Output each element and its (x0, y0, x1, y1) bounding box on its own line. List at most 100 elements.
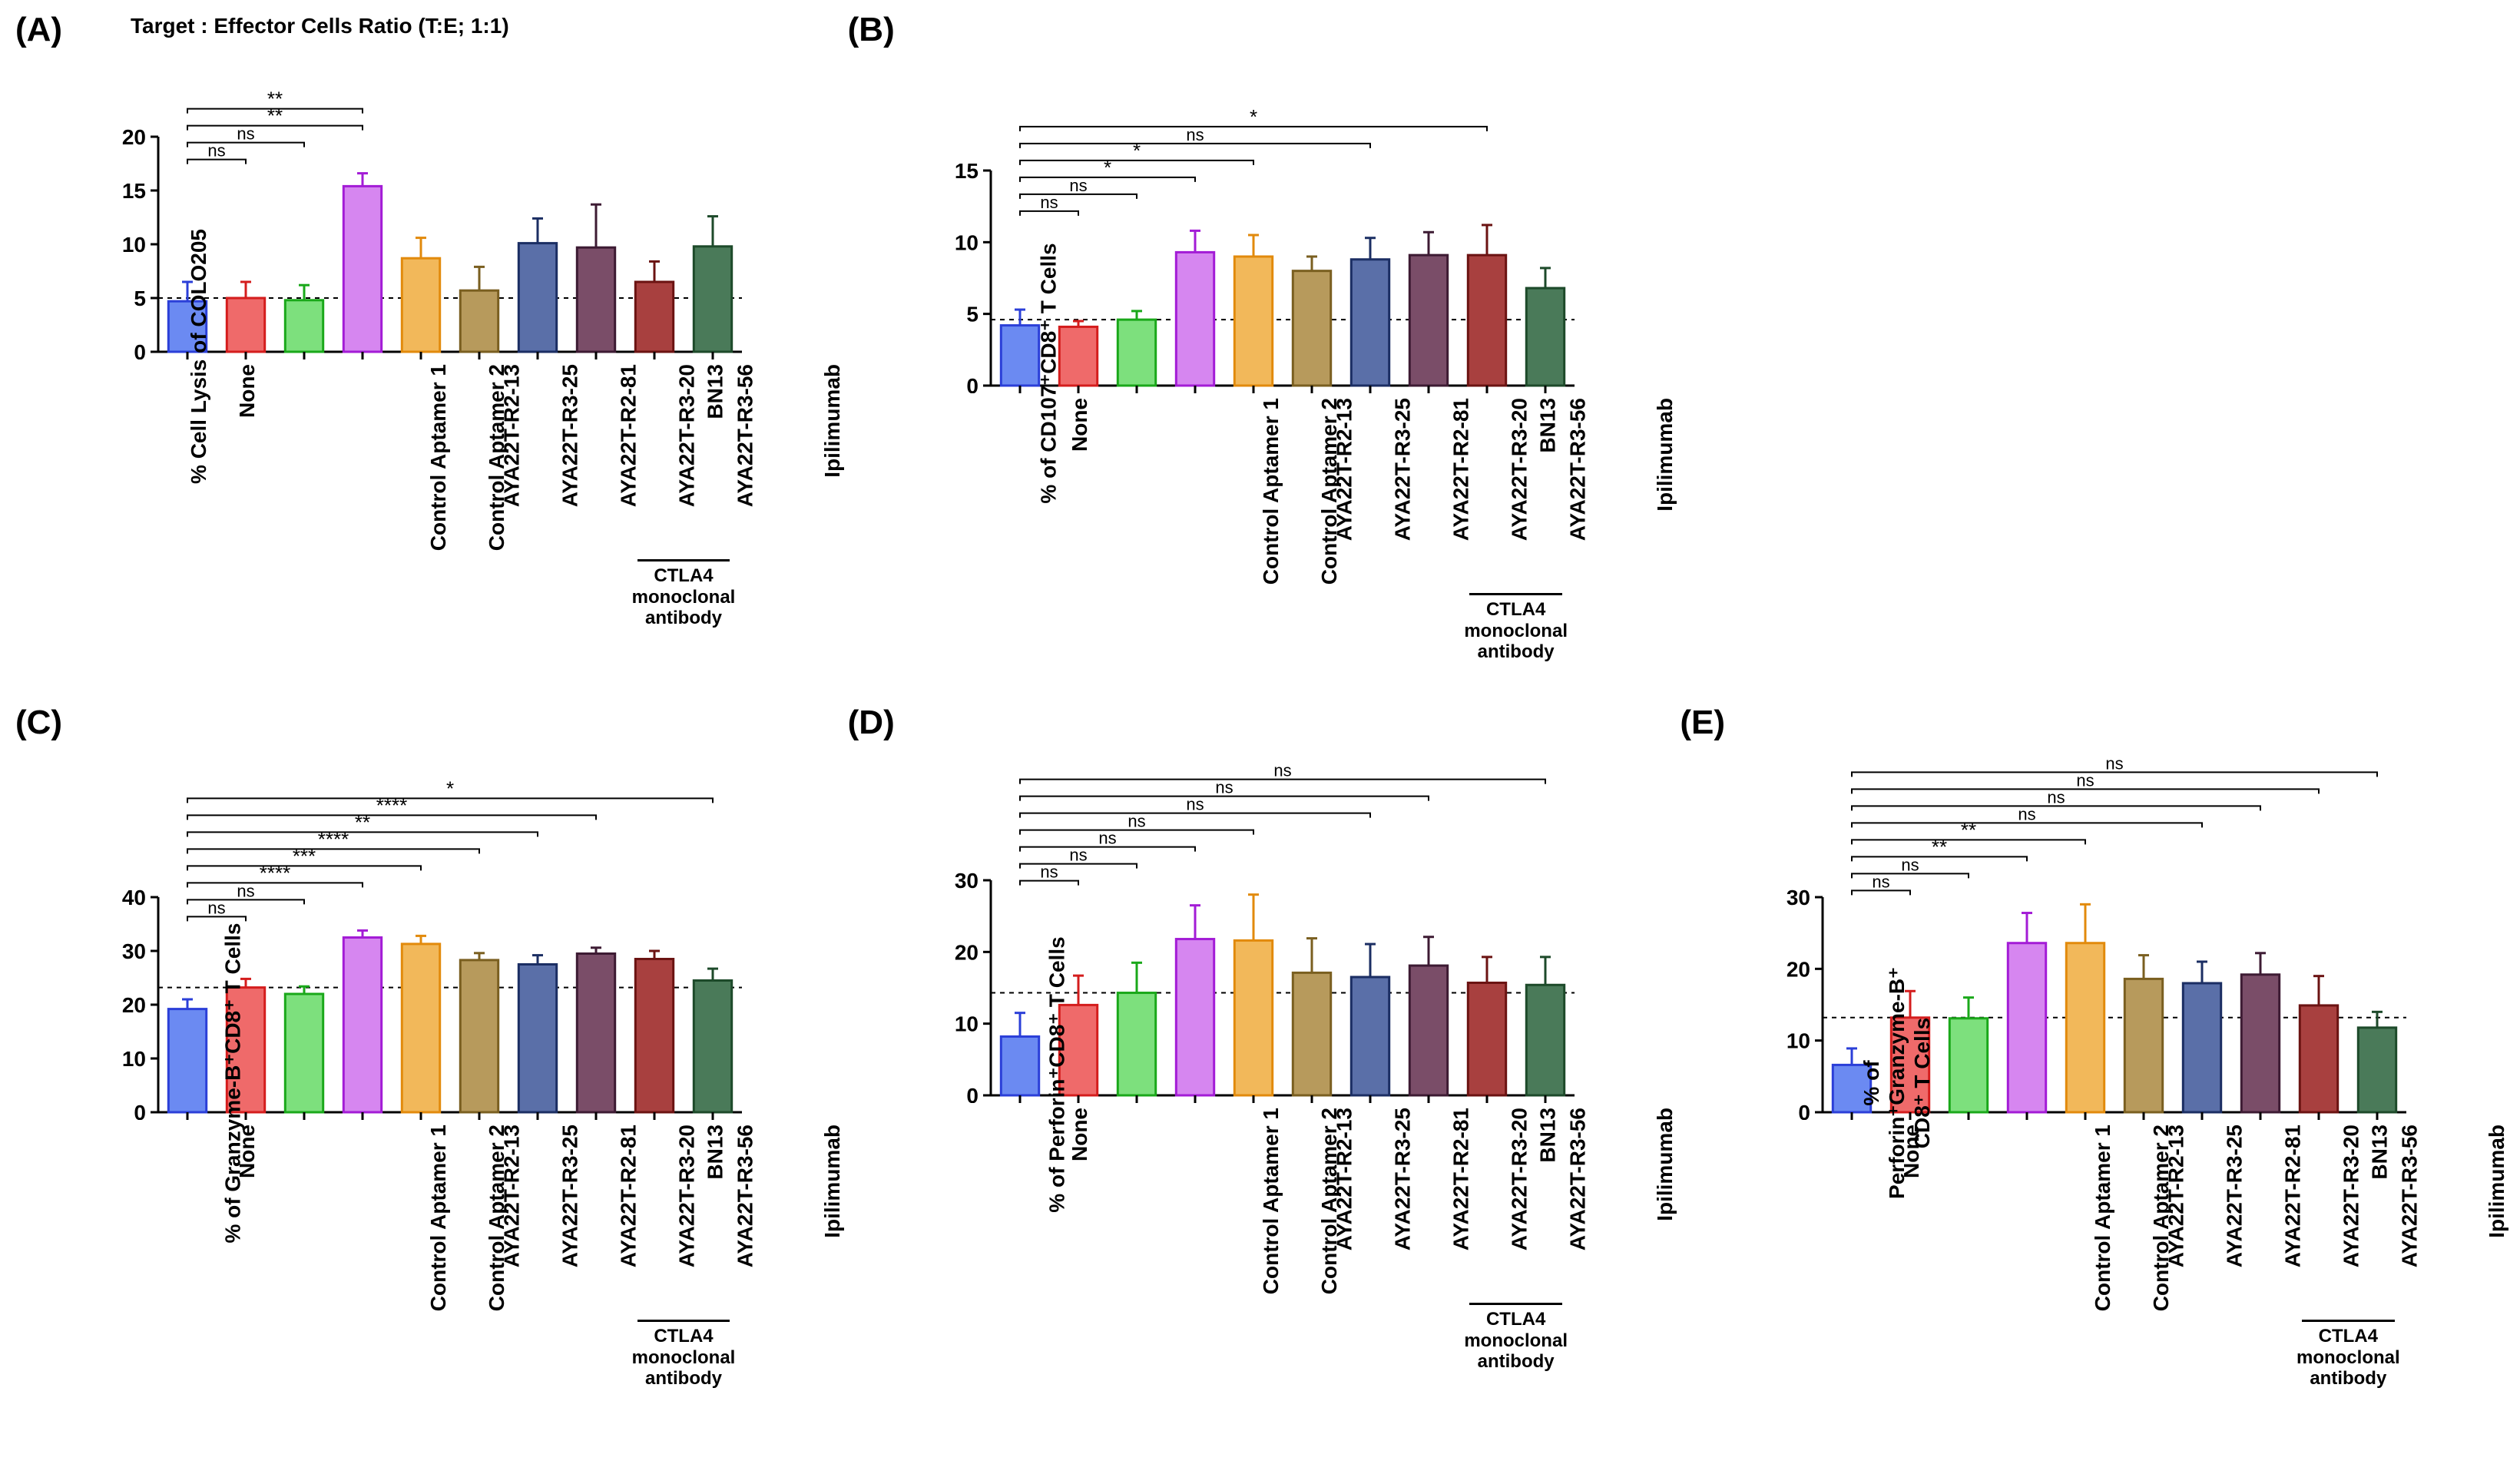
y-tick-label: 20 (122, 125, 146, 149)
mab-bracket-line (1469, 1303, 1561, 1305)
y-tick-label: 15 (955, 159, 979, 183)
x-axis-label: AYA22T-R2-81 (1449, 1108, 1473, 1250)
bar (1234, 940, 1272, 1095)
x-axis-label: AYA22T-R3-20 (1507, 398, 1532, 541)
bar (1409, 966, 1447, 1095)
y-axis-label-B: % of CD107⁺CD8⁺ T Cells (1035, 204, 1061, 543)
chart-C: 010203040nsns****************** (115, 739, 750, 1120)
sig-label: * (1104, 156, 1111, 179)
sig-label: **** (260, 861, 290, 884)
bar (1001, 326, 1038, 386)
panel-E: (E)% ofPerforin⁺Granzyme-B⁺CD8⁺ T Cells0… (1687, 708, 2497, 1427)
bar (635, 282, 673, 352)
bar (1526, 985, 1564, 1095)
panel-letter-C: (C) (15, 704, 62, 742)
y-tick-label: 10 (122, 233, 146, 257)
x-axis-label: BN13 (704, 1125, 728, 1180)
x-axis-label: None (1899, 1125, 1924, 1178)
x-axis-label: Control Aptamer 1 (2091, 1125, 2116, 1311)
x-axis-label: Control Aptamer 1 (426, 1125, 451, 1311)
x-axis-label: AYA22T-R2-13 (1332, 1108, 1356, 1250)
y-axis-label-C: % of Granzyme-B⁺CD8⁺ T Cells (220, 896, 246, 1270)
sig-label: ns (1215, 778, 1233, 797)
x-axis-label: AYA22T-R3-56 (1565, 1108, 1590, 1250)
x-axis-label: Ipilimumab (1652, 1108, 1677, 1221)
y-axis-label-E: % ofPerforin⁺Granzyme-B⁺CD8⁺ T Cells (1859, 896, 1935, 1270)
x-axis-label: AYA22T-R3-25 (558, 1125, 582, 1267)
plot-wrap-D: % of Perforin⁺CD8⁺ T Cells0102030nsnsnsn… (948, 739, 1665, 1410)
empty-cell (1687, 15, 2497, 701)
mab-bracket-line (637, 1320, 730, 1322)
bar (460, 960, 498, 1112)
sig-label: **** (376, 793, 407, 817)
bar (635, 959, 673, 1113)
bar (518, 965, 556, 1113)
x-axis-label: AYA22T-R3-25 (1390, 1108, 1415, 1250)
bar (2125, 979, 2163, 1112)
x-axis-label: Control Aptamer 1 (1259, 1108, 1283, 1294)
sig-label: ns (1040, 863, 1058, 882)
bar (577, 954, 614, 1113)
bar (1526, 288, 1564, 386)
bar (227, 298, 264, 352)
y-tick-label: 20 (122, 993, 146, 1017)
bar (402, 258, 439, 352)
y-tick-label: 0 (134, 340, 146, 359)
x-axis-label: BN13 (704, 364, 728, 419)
x-axis-label: Control Aptamer 1 (1259, 398, 1283, 585)
bar (1118, 320, 1155, 386)
x-axis-label: Ipilimumab (820, 1125, 845, 1238)
y-tick-label: 0 (966, 1084, 979, 1103)
plot-wrap-A: % Cell Lysis of COLO20505101520nsns****N… (115, 46, 833, 667)
bar (1293, 271, 1330, 386)
plot-wrap-B: % of CD107⁺CD8⁺ T Cells051015nsns**ns*No… (948, 46, 1665, 701)
mab-bracket-line (1469, 593, 1561, 595)
x-axis-label: AYA22T-R2-13 (2164, 1125, 2189, 1267)
x-axis-label: None (1068, 398, 1092, 452)
sig-label: ns (1128, 812, 1145, 831)
x-axis-label: AYA22T-R3-56 (1565, 398, 1590, 541)
bar (1351, 260, 1389, 386)
mab-note: CTLA4monoclonalantibody (1454, 599, 1577, 663)
sig-label: ns (1873, 872, 1890, 891)
bar (694, 981, 731, 1113)
sig-label: ns (2048, 787, 2065, 807)
bar (1234, 257, 1272, 386)
bar (1176, 252, 1214, 386)
x-axis-label: None (1068, 1108, 1092, 1161)
x-axis-label: Control Aptamer 1 (426, 364, 451, 551)
sig-label: * (446, 777, 454, 800)
sig-label: ns (1186, 795, 1204, 814)
sig-label: * (1250, 105, 1257, 128)
x-axis-label: AYA22T-R2-13 (1332, 398, 1356, 541)
bar (402, 944, 439, 1112)
bar (2008, 943, 2046, 1112)
mab-bracket-line (2302, 1320, 2394, 1322)
bar (1059, 326, 1097, 386)
x-axis-label: Ipilimumab (1652, 398, 1677, 512)
sig-label: ns (207, 141, 225, 161)
y-tick-label: 20 (1787, 957, 1810, 981)
plot-wrap-C: % of Granzyme-B⁺CD8⁺ T Cells010203040nsn… (115, 739, 833, 1427)
mab-note: CTLA4monoclonalantibody (622, 1326, 745, 1390)
panel-letter-E: (E) (1680, 704, 1725, 742)
y-tick-label: 30 (1787, 886, 1810, 909)
panel-A: (A)Target : Effector Cells Ratio (T:E; 1… (23, 15, 833, 701)
x-axis-label: AYA22T-R2-81 (616, 364, 641, 507)
sig-label: ns (237, 124, 254, 144)
y-axis-label-A: % Cell Lysis of COLO205 (187, 204, 211, 509)
x-axis-label: BN13 (1535, 398, 1560, 453)
x-axis-label: AYA22T-R3-25 (558, 364, 582, 507)
chart-D: 0102030nsnsnsnsnsnsns (948, 739, 1582, 1103)
bar (285, 300, 323, 352)
y-tick-label: 10 (122, 1047, 146, 1071)
bar (1118, 993, 1155, 1095)
x-axis-label: BN13 (1535, 1108, 1560, 1163)
sig-label: ns (2106, 754, 2124, 773)
sig-label: ns (2077, 770, 2094, 790)
x-axis-label: BN13 (2368, 1125, 2393, 1180)
x-axis-label: AYA22T-R3-25 (1390, 398, 1415, 541)
y-tick-label: 10 (955, 1012, 979, 1036)
x-axis-label: AYA22T-R3-56 (733, 1125, 757, 1267)
bar (343, 186, 381, 352)
